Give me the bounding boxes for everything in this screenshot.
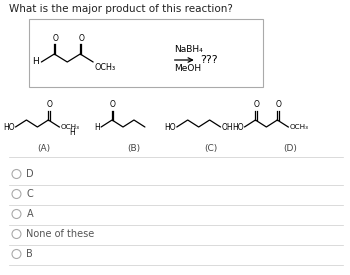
Bar [29,19,264,87]
Text: OH: OH [222,122,233,131]
Text: HO: HO [3,122,14,131]
Circle shape [12,249,21,258]
Text: HO: HO [232,122,244,131]
Text: O: O [47,100,52,109]
Text: C: C [27,189,33,199]
Circle shape [12,189,21,199]
Text: B: B [27,249,33,259]
Text: NaBH₄: NaBH₄ [174,45,203,54]
Text: HO: HO [164,122,176,131]
Text: OCH₃: OCH₃ [94,63,115,72]
Circle shape [12,230,21,238]
Text: ???: ??? [201,55,218,65]
Text: (C): (C) [204,144,217,153]
Circle shape [12,169,21,178]
Text: D: D [27,169,34,179]
Text: OCH₃: OCH₃ [289,124,308,130]
Text: O: O [52,34,58,43]
Text: O: O [110,100,116,109]
Text: None of these: None of these [27,229,95,239]
Text: H: H [94,122,100,131]
Text: A: A [27,209,33,219]
Circle shape [12,210,21,219]
Text: (B): (B) [127,144,140,153]
Text: What is the major product of this reaction?: What is the major product of this reacti… [8,4,232,14]
Text: H: H [69,128,75,137]
Text: H: H [32,57,38,67]
Text: MeOH: MeOH [174,64,201,73]
Text: O: O [78,34,84,43]
Text: O: O [253,100,259,109]
Text: (A): (A) [37,144,50,153]
Text: (D): (D) [284,144,297,153]
Text: O: O [275,100,281,109]
Text: OCH₃: OCH₃ [60,124,79,130]
